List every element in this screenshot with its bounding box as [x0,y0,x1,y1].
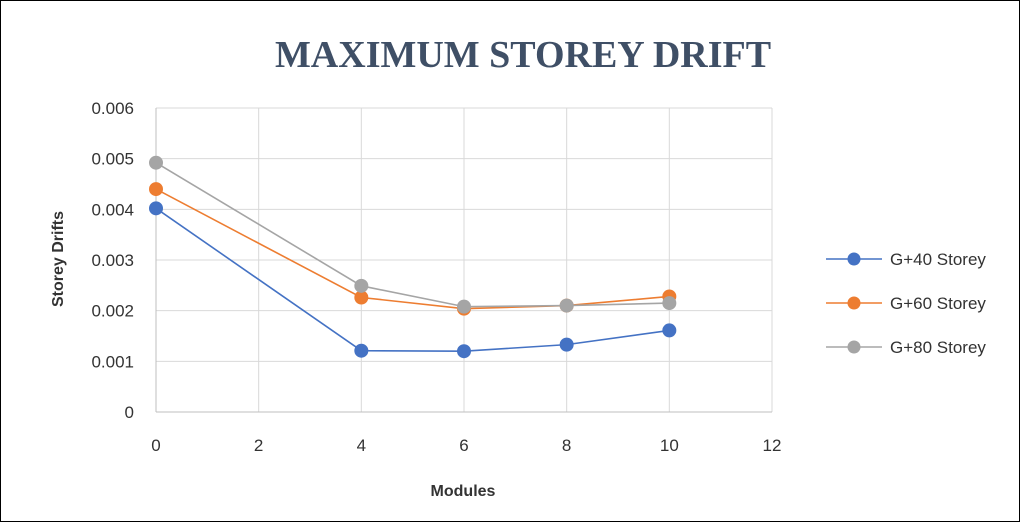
series-3 [149,155,677,314]
legend-label: G+40 Storey [890,250,986,269]
data-point [149,155,163,170]
series-line [155,162,670,308]
legend-label: G+60 Storey [890,294,986,313]
legend-marker [847,252,861,266]
legend-marker [847,340,861,354]
legend-item: G+40 Storey [826,250,986,269]
data-point [354,278,369,293]
legend-label: G+80 Storey [890,338,986,357]
y-axis-title: Storey Drifts [50,211,67,307]
data-point [559,337,574,352]
tick-labels: 0 0.001 0.002 0.003 0.004 0.005 0.006 0 2 4 6 8 10 12 [91,99,781,455]
y-tick-label: 0.001 [91,352,134,371]
series-1 [149,201,677,359]
legend: G+40 Storey G+60 Storey G+80 Storey [826,250,986,357]
series-2 [149,182,677,316]
y-tick-label: 0.005 [91,150,134,169]
data-point [662,323,677,338]
x-tick-label: 6 [459,436,468,455]
x-tick-label: 4 [357,436,366,455]
y-tick-label: 0.003 [91,251,134,270]
x-tick-label: 8 [562,436,571,455]
y-tick-label: 0.006 [91,99,134,118]
y-tick-label: 0.002 [91,302,134,321]
x-tick-label: 12 [763,436,782,455]
series-line [155,188,670,310]
legend-marker [847,296,861,310]
data-point [149,182,163,197]
y-tick-label: 0.004 [91,200,134,219]
y-tick-label: 0 [125,403,134,422]
series-group [149,155,677,359]
chart-title: MAXIMUM STOREY DRIFT [275,34,771,76]
gridlines [156,107,773,412]
data-point [457,344,471,359]
data-point [354,343,369,358]
legend-item: G+80 Storey [826,338,986,357]
data-point [559,298,574,313]
x-tick-label: 0 [151,436,160,455]
x-tick-label: 2 [254,436,263,455]
data-point [149,201,163,216]
data-point [354,290,369,305]
x-tick-label: 10 [660,436,679,455]
data-point [662,296,677,311]
x-axis-title: Modules [431,483,496,500]
data-point [457,299,471,314]
legend-item: G+60 Storey [826,294,986,313]
